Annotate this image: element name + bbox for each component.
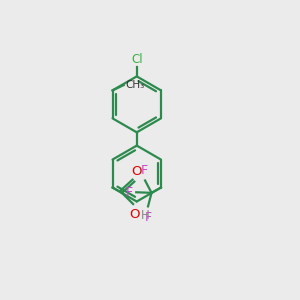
- Text: Cl: Cl: [131, 53, 142, 66]
- Text: CH₃: CH₃: [125, 80, 144, 90]
- Text: F: F: [141, 164, 148, 177]
- Text: O: O: [129, 208, 140, 220]
- Text: O: O: [131, 165, 141, 178]
- Text: H: H: [141, 209, 149, 222]
- Text: F: F: [145, 211, 152, 224]
- Text: F: F: [126, 186, 133, 199]
